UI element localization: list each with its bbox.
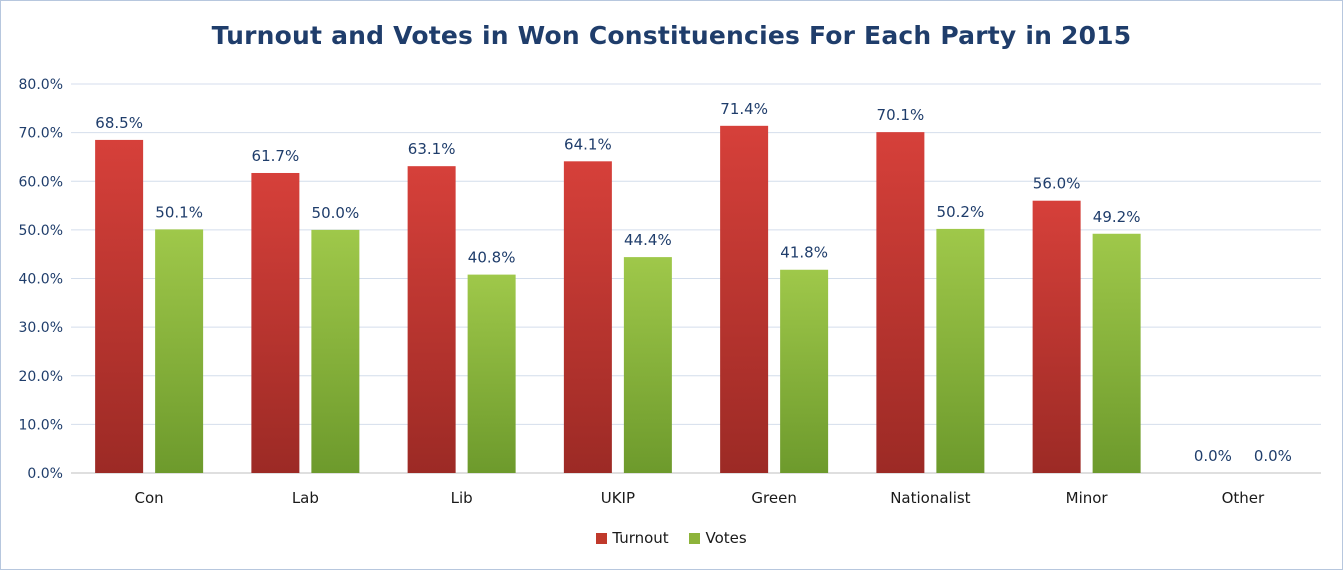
data-label-turnout: 56.0% xyxy=(1033,175,1081,193)
x-tick-label: UKIP xyxy=(601,489,635,507)
legend-item-turnout: Turnout xyxy=(596,529,669,547)
data-label-votes: 44.4% xyxy=(624,231,672,249)
x-tick-label: Con xyxy=(135,489,164,507)
data-label-votes: 50.2% xyxy=(937,203,985,221)
y-tick-label: 70.0% xyxy=(19,126,63,142)
legend-swatch-votes xyxy=(689,532,701,544)
y-tick-label: 60.0% xyxy=(19,174,63,190)
bar-votes-minor xyxy=(1092,233,1141,473)
bar-turnout-lib xyxy=(407,166,456,473)
bar-turnout-lab xyxy=(251,172,300,473)
bar-votes-ukip xyxy=(623,257,672,473)
legend-swatch-turnout xyxy=(596,532,608,544)
y-tick-label: 0.0% xyxy=(27,466,63,482)
bar-turnout-nationalist xyxy=(876,132,925,474)
data-label-votes: 50.1% xyxy=(155,203,203,221)
bar-turnout-minor xyxy=(1032,200,1081,473)
data-label-turnout: 68.5% xyxy=(95,114,143,132)
data-label-votes: 0.0% xyxy=(1254,447,1292,465)
data-label-votes: 41.8% xyxy=(780,244,828,262)
data-label-votes: 40.8% xyxy=(468,249,516,267)
chart-title: Turnout and Votes in Won Constituencies … xyxy=(211,21,1132,50)
x-tick-label: Other xyxy=(1222,489,1265,507)
y-tick-label: 10.0% xyxy=(19,417,63,433)
bar-votes-nationalist xyxy=(936,228,985,473)
x-tick-label: Nationalist xyxy=(890,489,970,507)
y-tick-label: 40.0% xyxy=(19,272,63,288)
bar-turnout-green xyxy=(720,125,769,473)
y-tick-label: 20.0% xyxy=(19,369,63,385)
bar-votes-con xyxy=(155,229,204,473)
data-label-votes: 50.0% xyxy=(312,204,360,222)
y-tick-label: 30.0% xyxy=(19,320,63,336)
legend-label-votes: Votes xyxy=(705,529,747,547)
x-tick-label: Minor xyxy=(1066,489,1109,507)
y-tick-label: 50.0% xyxy=(19,223,63,239)
data-label-turnout: 70.1% xyxy=(877,106,925,124)
bar-turnout-ukip xyxy=(563,161,612,473)
data-label-turnout: 64.1% xyxy=(564,135,612,153)
x-tick-label: Lab xyxy=(292,489,319,507)
chart-legend: Turnout Votes xyxy=(1,529,1342,548)
data-label-turnout: 0.0% xyxy=(1194,447,1232,465)
data-label-turnout: 61.7% xyxy=(252,147,300,165)
bar-turnout-con xyxy=(95,139,144,473)
x-tick-label: Green xyxy=(751,489,796,507)
y-tick-label: 80.0% xyxy=(19,77,63,93)
bar-votes-lab xyxy=(311,229,360,473)
data-label-turnout: 71.4% xyxy=(720,100,768,118)
bar-votes-lib xyxy=(467,274,516,473)
legend-item-votes: Votes xyxy=(689,529,747,547)
data-label-votes: 49.2% xyxy=(1093,208,1141,226)
x-tick-label: Lib xyxy=(451,489,473,507)
legend-label-turnout: Turnout xyxy=(612,529,669,547)
data-label-turnout: 63.1% xyxy=(408,140,456,158)
bar-votes-green xyxy=(780,269,829,473)
